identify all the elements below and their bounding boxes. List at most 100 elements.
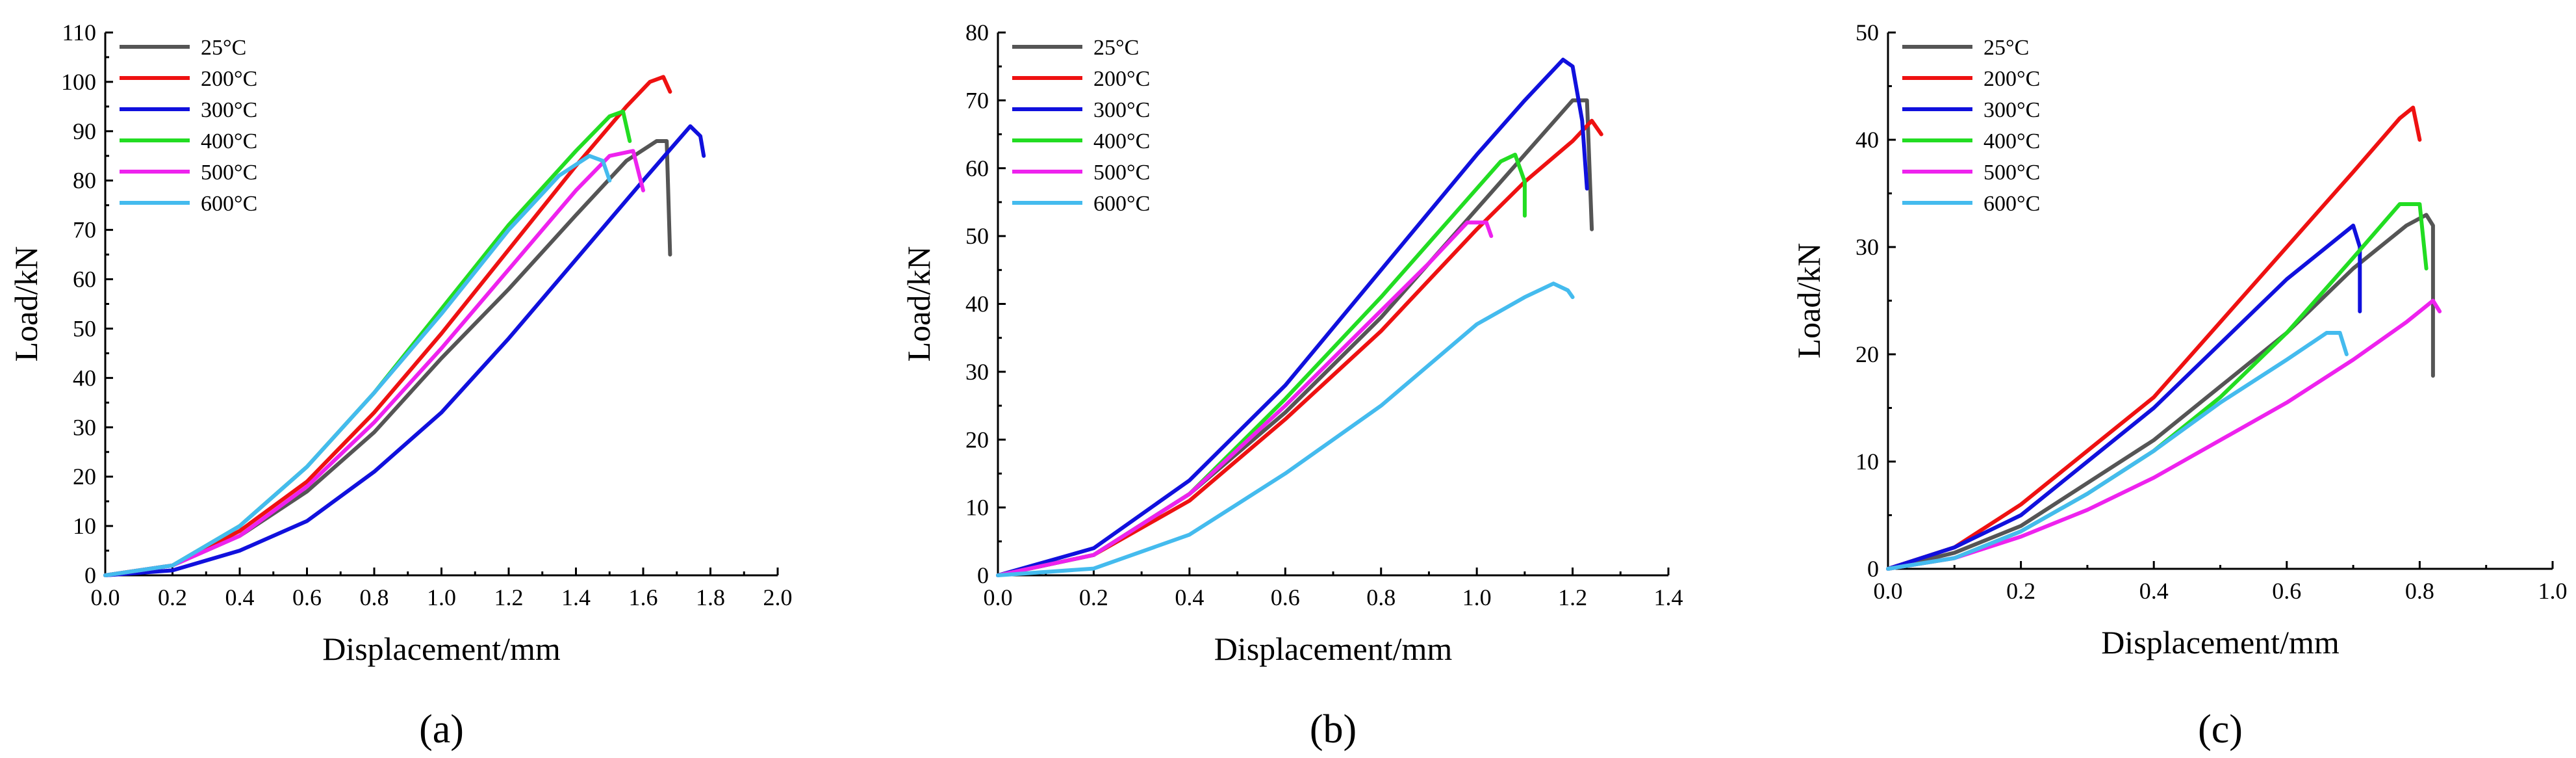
y-tick-label: 110 xyxy=(62,20,96,46)
chart-panel-a: 0.0 0.2 0.4 0.6 0.8 1.0 1.2 1.4 1.6 1.8 2.0 0 10 20 30… xyxy=(8,20,793,751)
x-tick-label: 1.2 xyxy=(1558,584,1587,610)
y-tick-label: 30 xyxy=(73,414,96,440)
x-tick-label: 0.0 xyxy=(984,584,1013,610)
y-tick-label: 10 xyxy=(1855,449,1879,475)
y-tick-label: 90 xyxy=(73,118,96,144)
legend-label: 600°C xyxy=(1093,192,1150,216)
x-tick-label: 0.6 xyxy=(2272,578,2301,604)
panel-label: (a) xyxy=(419,707,464,751)
x-tick-label: 0.2 xyxy=(1079,584,1108,610)
y-tick-label: 0 xyxy=(1867,556,1879,582)
x-tick-label: 0.6 xyxy=(1271,584,1300,610)
x-tick-label: 0.8 xyxy=(1366,584,1396,610)
x-tick-label: 0.2 xyxy=(2006,578,2035,604)
series-line-400C xyxy=(996,152,1527,577)
y-tick-label: 10 xyxy=(965,495,989,521)
legend-label: 300°C xyxy=(1983,98,2040,122)
y-tick-label: 50 xyxy=(965,223,989,249)
x-tick-label: 0.8 xyxy=(360,584,389,610)
series-line-25C xyxy=(1886,213,2435,571)
x-tick-label: 0.0 xyxy=(91,584,120,610)
legend-label: 600°C xyxy=(201,192,257,216)
x-axis-label: Displacement/mm xyxy=(2101,624,2340,660)
x-tick-label: 0.2 xyxy=(158,584,187,610)
x-tick-label: 0.4 xyxy=(1175,584,1204,610)
series-line-400C xyxy=(1886,202,2429,571)
legend-label: 25°C xyxy=(1093,36,1139,60)
y-axis-label: Load/kN xyxy=(8,246,44,362)
x-tick-label: 1.0 xyxy=(427,584,456,610)
y-tick-label: 70 xyxy=(73,217,96,243)
legend-label: 200°C xyxy=(1093,67,1150,91)
y-axis-label: Load/kN xyxy=(1791,243,1827,359)
y-tick-label: 80 xyxy=(73,168,96,194)
y-tick-label: 30 xyxy=(965,359,989,385)
y-tick-label: 50 xyxy=(1855,20,1879,46)
panel-label: (b) xyxy=(1310,707,1357,751)
legend-label: 500°C xyxy=(201,161,257,185)
series-line-200C xyxy=(996,118,1603,577)
legend-label: 600°C xyxy=(1983,192,2040,216)
y-tick-label: 60 xyxy=(965,155,989,181)
legend-label: 200°C xyxy=(201,67,257,91)
legend-label: 400°C xyxy=(1983,129,2040,153)
series-line-200C xyxy=(1886,105,2422,571)
series-line-300C xyxy=(1886,224,2362,571)
legend-label: 400°C xyxy=(201,129,257,153)
series-line-300C xyxy=(996,57,1589,577)
y-tick-label: 20 xyxy=(1855,341,1879,367)
x-tick-label: 1.0 xyxy=(2538,578,2568,604)
series-line-500C xyxy=(103,149,645,577)
y-tick-label: 40 xyxy=(1855,127,1879,153)
series-line-500C xyxy=(1886,298,2442,571)
y-tick-label: 60 xyxy=(73,267,96,293)
legend-label: 200°C xyxy=(1983,67,2040,91)
legend-label: 500°C xyxy=(1983,161,2040,185)
series-line-400C xyxy=(103,109,632,577)
y-tick-label: 0 xyxy=(84,562,96,588)
y-tick-label: 30 xyxy=(1855,234,1879,260)
x-tick-label: 0.4 xyxy=(2139,578,2169,604)
y-tick-label: 40 xyxy=(73,365,96,391)
y-tick-label: 80 xyxy=(965,20,989,46)
chart-panel-c: 0.0 0.2 0.4 0.6 0.8 1.0 0 10 20 30 40 50 Displacemen… xyxy=(1791,20,2568,751)
series-line-25C xyxy=(103,139,672,577)
x-axis-label: Displacement/mm xyxy=(322,631,561,667)
series-line-300C xyxy=(103,124,706,577)
series-line-500C xyxy=(996,220,1494,577)
x-tick-label: 0.0 xyxy=(1874,578,1903,604)
x-tick-label: 1.8 xyxy=(696,584,725,610)
series-line-200C xyxy=(103,75,672,577)
x-tick-label: 0.4 xyxy=(225,584,255,610)
y-tick-label: 70 xyxy=(965,87,989,113)
series-line-25C xyxy=(996,98,1594,577)
y-tick-label: 0 xyxy=(977,562,989,588)
x-tick-label: 1.6 xyxy=(629,584,658,610)
series-line-600C xyxy=(103,153,612,577)
panel-label: (c) xyxy=(2198,707,2243,751)
x-tick-label: 0.6 xyxy=(292,584,322,610)
chart-panel-b: 0.0 0.2 0.4 0.6 0.8 1.0 1.2 1.4 0 10 20 30 40 50 60 70 8… xyxy=(900,20,1683,751)
series-line-600C xyxy=(1886,331,2349,571)
x-tick-label: 1.4 xyxy=(561,584,591,610)
x-tick-label: 2.0 xyxy=(763,584,793,610)
x-axis-label: Displacement/mm xyxy=(1214,631,1453,667)
y-tick-label: 100 xyxy=(61,69,96,95)
y-axis-label: Load/kN xyxy=(900,246,937,362)
x-tick-label: 1.2 xyxy=(494,584,524,610)
y-tick-label: 10 xyxy=(73,513,96,539)
x-tick-label: 0.8 xyxy=(2405,578,2434,604)
legend-label: 300°C xyxy=(1093,98,1150,122)
y-tick-label: 50 xyxy=(73,315,96,341)
y-tick-label: 40 xyxy=(965,291,989,317)
y-tick-label: 20 xyxy=(73,464,96,490)
series-line-600C xyxy=(996,281,1575,577)
legend-label: 25°C xyxy=(201,36,246,60)
y-tick-label: 20 xyxy=(965,426,989,452)
x-tick-label: 1.4 xyxy=(1654,584,1683,610)
legend-label: 500°C xyxy=(1093,161,1150,185)
legend-label: 300°C xyxy=(201,98,257,122)
legend-label: 25°C xyxy=(1983,36,2029,60)
x-tick-label: 1.0 xyxy=(1462,584,1492,610)
